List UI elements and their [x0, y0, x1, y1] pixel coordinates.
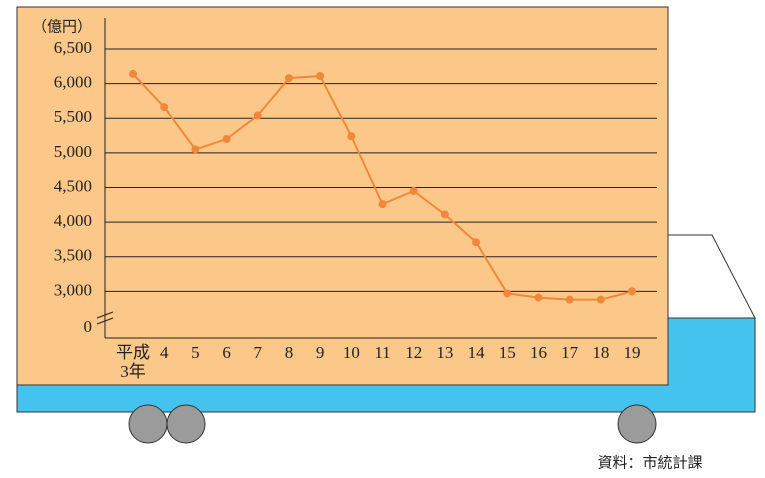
axis-break [96, 317, 114, 325]
x-tick-label: 7 [253, 343, 263, 362]
point [440, 210, 449, 219]
y-tick-label: 6,500 [54, 38, 92, 57]
point [191, 145, 200, 154]
y-tick-label: 0 [84, 317, 93, 336]
point [253, 111, 262, 120]
point [160, 103, 169, 112]
point [503, 289, 512, 298]
x-tick-label: 平成 3年 [116, 343, 150, 381]
unit-label: （億円） [32, 18, 92, 35]
y-tick-label: 5,500 [54, 107, 92, 126]
point [596, 295, 605, 304]
y-tick-label: 4,500 [54, 176, 92, 195]
x-tick-label: 17 [561, 343, 579, 362]
axis-break [96, 311, 114, 319]
y-tick-label: 3,000 [54, 280, 92, 299]
y-tick-label: 4,000 [54, 211, 92, 230]
truck-body [16, 6, 669, 386]
point [565, 295, 574, 304]
point [316, 72, 325, 81]
x-tick-label: 19 [623, 343, 641, 362]
y-tick-label: 3,500 [54, 246, 92, 265]
x-tick-label: 15 [498, 343, 516, 362]
x-tick-label: 18 [592, 343, 610, 362]
point [284, 74, 293, 83]
source: 資料：市統計課 [597, 454, 702, 472]
x-tick-label: 13 [436, 343, 454, 362]
x-tick-label: 12 [405, 343, 423, 362]
point [472, 238, 481, 247]
point [347, 132, 356, 141]
y-tick-label: 6,000 [54, 73, 92, 92]
truck-cab [667, 234, 756, 319]
point [628, 287, 636, 296]
point [129, 69, 137, 78]
wheel [166, 404, 206, 444]
wheel [617, 404, 657, 444]
x-tick-label: 16 [529, 343, 547, 362]
x-tick-label: 6 [222, 343, 231, 362]
point [378, 200, 387, 209]
wheel [128, 404, 168, 444]
x-tick-label: 5 [191, 343, 200, 362]
x-tick-label: 10 [342, 343, 360, 362]
x-tick-label: 9 [315, 343, 325, 362]
x-tick-label: 14 [467, 343, 485, 362]
x-tick-label: 11 [374, 343, 391, 362]
point [222, 135, 231, 144]
x-tick-label: 4 [159, 343, 169, 362]
point [534, 293, 543, 302]
y-tick-label: 5,000 [54, 142, 92, 161]
point [409, 186, 418, 195]
x-tick-label: 8 [284, 343, 294, 362]
